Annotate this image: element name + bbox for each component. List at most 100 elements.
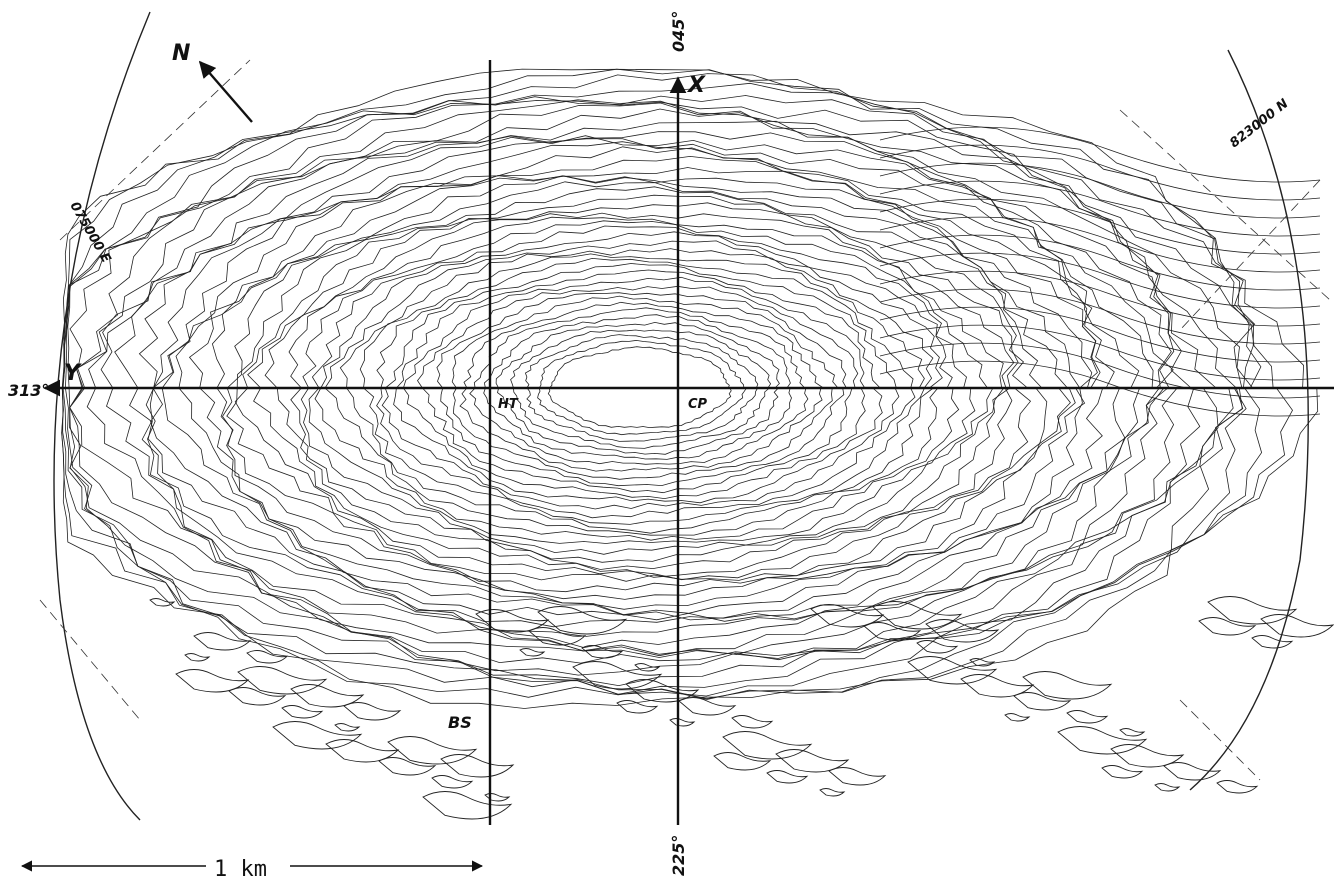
contour-line [879,324,1321,381]
terrain-scribble [281,705,324,719]
contour-line [879,216,1321,273]
terrain-scribble [766,770,809,784]
terrain-scribble [872,601,963,630]
boundary-arc-left [53,11,151,821]
terrain-scribble [528,627,587,646]
terrain-scribble [149,598,176,607]
terrain-scribble [775,749,850,773]
terrain-scribble [572,661,663,690]
scale-bar: 1 km [20,857,484,880]
north-arrow: N [172,41,253,123]
terrain-scribble [731,715,774,729]
contour-line [879,306,1321,363]
terrain-scribble [1207,596,1298,625]
terrain-scribble [616,700,659,714]
grid-lines [39,59,1331,781]
contour-line [226,186,1048,582]
contour-line [879,342,1321,399]
contour-line [264,212,1015,570]
terrain-scribble [290,684,365,708]
terrain-scribble [1004,713,1031,722]
bearing-bottom: 225° [669,835,688,876]
terrain-scribble [625,679,700,703]
terrain-scribble [1013,692,1072,711]
terrain-scribble [1101,765,1144,779]
terrain-scribble [334,723,361,732]
terrain-scribble [669,718,696,727]
terrain-scribble [228,687,287,706]
terrain-scribble [1057,726,1148,755]
contour-line [879,180,1321,237]
scale-label: 1 km [214,857,267,880]
bearing-left: 313° [8,381,49,400]
terrain-scribble [1154,783,1181,792]
terrain-scribble [246,650,289,664]
boundary-arc-right [1189,49,1309,791]
contour-line [314,231,960,541]
terrain-scribble [819,788,846,797]
terrain-scribble [960,674,1035,698]
contour-line [100,131,1172,657]
contour-line [393,269,883,504]
contour-line [879,126,1321,183]
contour-line [879,234,1321,291]
terrain-scribble [1022,671,1113,700]
contour-line [175,167,1098,616]
contour-line [879,144,1321,201]
terrain-scribble [475,609,550,633]
contour-line [222,181,1071,593]
contour-line [114,135,1174,649]
terrain-scribble [519,648,546,657]
terrain-scribble [828,767,887,786]
terrain-scribble [440,754,515,778]
terrain-scribble [325,739,400,763]
contour-line [150,146,1126,622]
survey-boundary [53,11,1309,821]
terrain-scribble [1119,728,1146,737]
bearing-top: 045° [669,11,688,52]
terrain-scribble [1066,710,1109,724]
contour-line [69,108,1201,659]
terrain-scribble [634,663,661,672]
grid-north-label: 823000 N [1227,96,1291,151]
terrain-scribble [378,757,437,776]
terrain-scribble [1260,614,1334,638]
terrain-detail [149,596,1334,820]
contour-line [879,360,1321,417]
terrain-scribble [537,606,628,635]
terrain-scribble [1198,617,1257,636]
contour-line [879,162,1321,219]
terrain-scribble [722,731,813,760]
point-ht-label: HT [498,397,519,412]
terrain-scribble [431,775,474,789]
terrain-scribble [1163,762,1222,781]
contour-line [879,270,1321,327]
terrain-scribble [907,656,998,685]
terrain-scribble [272,721,363,750]
terrain-scribble [1216,780,1259,794]
axis-y-label: Y [64,361,82,386]
terrain-scribble [193,632,252,651]
terrain-scribble [175,669,250,693]
terrain-scribble [1251,635,1294,649]
terrain-scribble [343,702,402,721]
point-cp-label: CP [688,397,708,412]
contour-line [879,252,1321,309]
contour-line [879,288,1321,345]
terrain-scribble [422,791,513,820]
terrain-scribble [916,640,959,654]
terrain-scribble [237,666,328,695]
terrain-scribble [969,658,996,667]
terrain-scribble [863,622,922,641]
terrain-scribble [925,619,1000,643]
contour-line [188,175,1093,610]
point-bs-label: BS [448,713,472,732]
terrain-scribble [581,645,624,659]
contour-line [879,198,1321,255]
terrain-scribble [484,793,511,802]
contour-line [147,141,1140,628]
contour-line [339,248,934,534]
north-label: N [172,41,190,66]
contour-line [64,95,1255,695]
